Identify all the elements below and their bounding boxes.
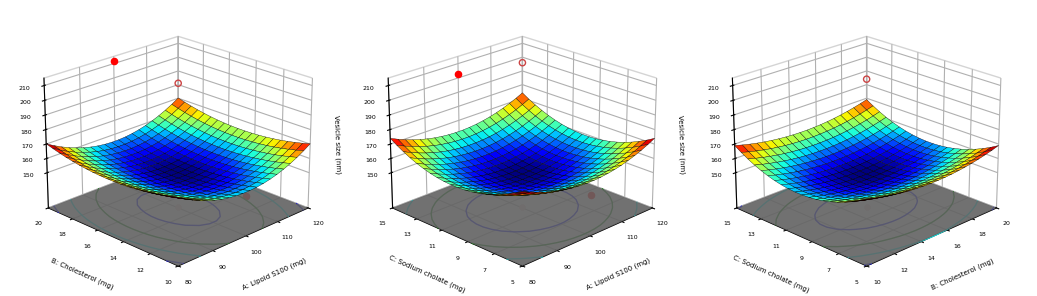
X-axis label: A: Lipoid S100 (mg): A: Lipoid S100 (mg) [585,257,651,291]
X-axis label: B: Cholesterol (mg): B: Cholesterol (mg) [930,257,994,291]
Y-axis label: B: Cholesterol (mg): B: Cholesterol (mg) [51,257,115,291]
X-axis label: A: Lipoid S100 (mg): A: Lipoid S100 (mg) [241,257,307,291]
Y-axis label: C: Sodium cholate (mg): C: Sodium cholate (mg) [388,254,466,294]
Y-axis label: C: Sodium cholate (mg): C: Sodium cholate (mg) [732,254,810,294]
